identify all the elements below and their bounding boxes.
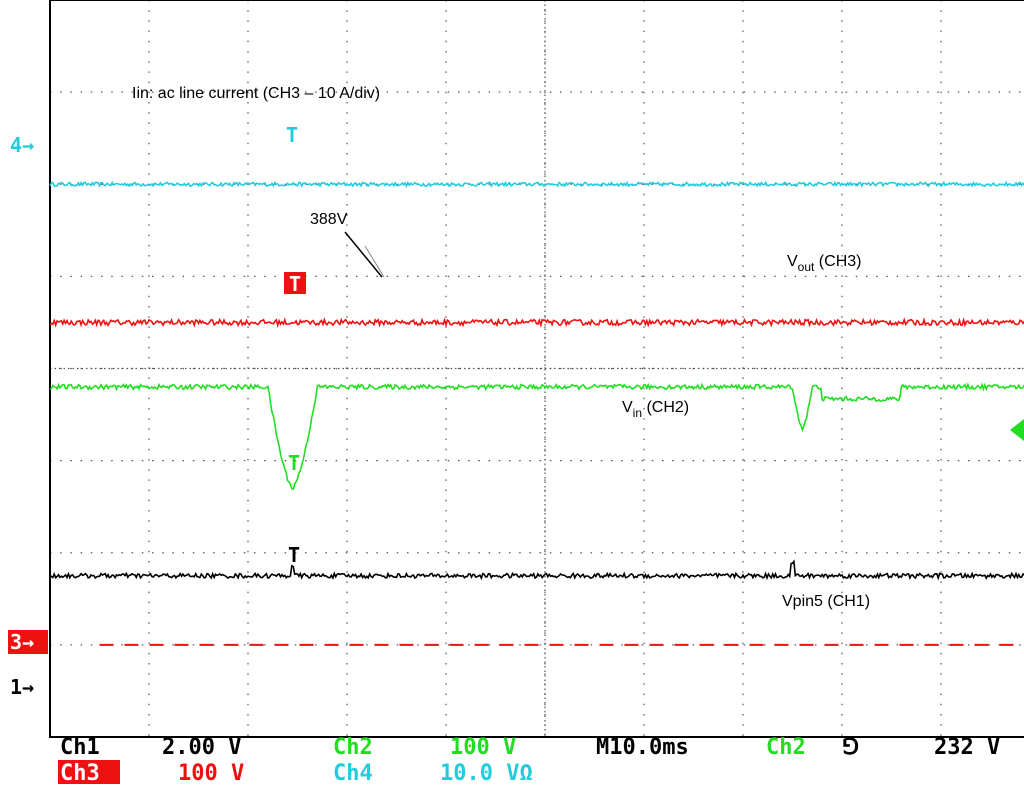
ch4-ground-marker: 4→ — [10, 133, 34, 157]
readout-timebase: M10.0ms — [596, 735, 689, 760]
readout-bar: Ch1 2.00 V Ch2 100 V M10.0ms Ch2 ⅁ 232 V… — [58, 735, 1000, 786]
ch1-ground-marker: 1→ — [10, 675, 34, 699]
ch4-trigger-marker: T — [286, 123, 298, 147]
annotation-vpin5: Vpin5 (CH1) — [782, 593, 870, 610]
readout-ch4-value: 10.0 VΩ — [440, 761, 533, 786]
graticule — [50, 0, 1024, 737]
annotation-vout: Vout (CH3) — [787, 253, 861, 274]
trigger-position-markers: T T T T — [284, 123, 306, 567]
trace-ch1-3 — [49, 559, 1024, 581]
trace-ch3-1 — [49, 317, 1024, 329]
readout-ch4-label: Ch4 — [333, 761, 373, 786]
ch3-trigger-marker: T — [289, 272, 301, 296]
readout-ch1-label: Ch1 — [60, 735, 100, 760]
readout-ch2-value: 100 V — [450, 735, 516, 760]
annotation-388v: 388V — [310, 211, 348, 228]
readout-ch3-label-bg — [58, 760, 120, 784]
readout-trigger-source: Ch2 — [766, 735, 806, 760]
ch1-trigger-marker: T — [288, 543, 300, 567]
ch3-ground-marker: 3→ — [10, 630, 34, 654]
ch3-ground-marker-bg — [8, 630, 48, 654]
trace-ch2-2 — [49, 382, 1024, 491]
readout-trigger-slope-icon: ⅁ — [842, 735, 859, 760]
ch2-trigger-marker: T — [288, 451, 300, 475]
trace-ch4-0 — [49, 180, 1024, 188]
readout-ch1-value: 2.00 V — [162, 735, 241, 760]
ch2-offset-arrow-icon — [1010, 419, 1024, 441]
readout-trigger-level: 232 V — [934, 735, 1000, 760]
readout-ch3-label: Ch3 — [60, 761, 100, 786]
readout-ch3-value: 100 V — [178, 761, 244, 786]
ch3-trigger-marker-bg — [284, 272, 306, 294]
annotation-vin: Vin (CH2) — [622, 399, 689, 420]
annotation-line-current: Iin: ac line current (CH3 – 10 A/div) — [132, 85, 380, 102]
readout-ch2-label: Ch2 — [333, 735, 373, 760]
traces — [49, 180, 1024, 646]
annotation-388v-pointer — [344, 231, 383, 278]
annotation-388v-pointer-shadow — [364, 245, 385, 278]
